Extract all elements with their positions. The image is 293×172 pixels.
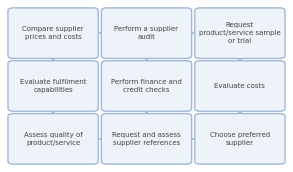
FancyBboxPatch shape xyxy=(8,8,98,58)
Text: Evaluate costs: Evaluate costs xyxy=(214,83,265,89)
FancyBboxPatch shape xyxy=(195,8,285,58)
FancyBboxPatch shape xyxy=(93,32,106,34)
Text: Perform finance and
credit checks: Perform finance and credit checks xyxy=(111,79,182,93)
FancyBboxPatch shape xyxy=(238,108,242,117)
Text: Evaluate fulfilment
capabilities: Evaluate fulfilment capabilities xyxy=(20,79,86,93)
Text: Compare supplier
prices and costs: Compare supplier prices and costs xyxy=(22,26,84,40)
FancyBboxPatch shape xyxy=(195,114,285,164)
FancyBboxPatch shape xyxy=(8,114,98,164)
FancyBboxPatch shape xyxy=(8,61,98,111)
FancyBboxPatch shape xyxy=(93,138,106,140)
FancyBboxPatch shape xyxy=(187,32,200,34)
Text: Request and assess
supplier references: Request and assess supplier references xyxy=(112,132,181,146)
FancyBboxPatch shape xyxy=(144,108,149,117)
FancyBboxPatch shape xyxy=(238,55,242,64)
Text: Request
product/service sample
or trial: Request product/service sample or trial xyxy=(199,22,281,44)
FancyBboxPatch shape xyxy=(144,55,149,64)
FancyBboxPatch shape xyxy=(101,61,192,111)
Text: Perform a supplier
audit: Perform a supplier audit xyxy=(115,26,178,40)
FancyBboxPatch shape xyxy=(195,61,285,111)
FancyBboxPatch shape xyxy=(101,114,192,164)
Text: Choose preferred
supplier: Choose preferred supplier xyxy=(210,132,270,146)
FancyBboxPatch shape xyxy=(101,8,192,58)
Text: Assess quality of
product/service: Assess quality of product/service xyxy=(24,132,83,146)
FancyBboxPatch shape xyxy=(187,138,200,140)
FancyBboxPatch shape xyxy=(51,55,55,64)
FancyBboxPatch shape xyxy=(51,108,55,117)
